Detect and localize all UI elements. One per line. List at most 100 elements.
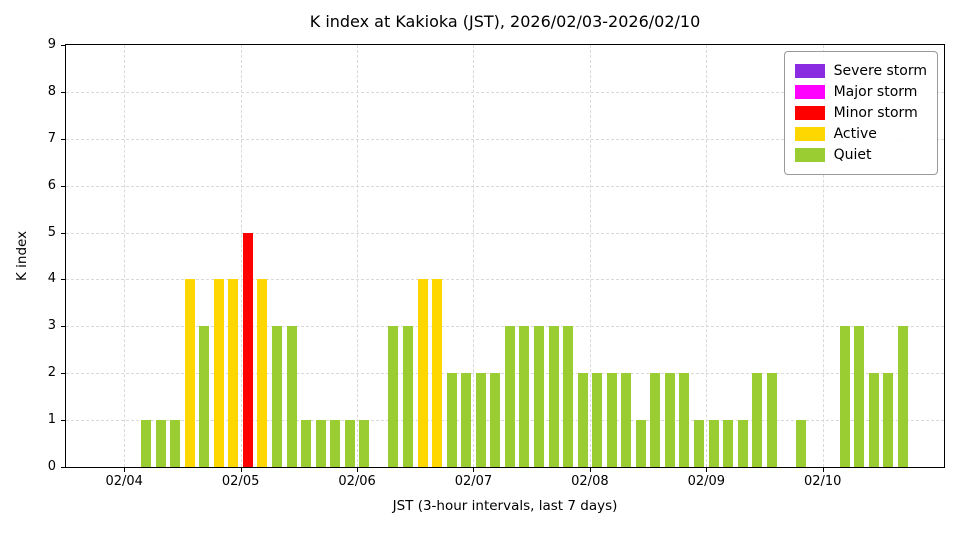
x-tick-label: 02/04 [105, 474, 143, 489]
k-index-bar [897, 326, 908, 467]
k-index-bar [868, 373, 879, 467]
h-gridline [66, 91, 944, 93]
plot-area: Severe storm Major storm Minor storm Active… [65, 44, 945, 468]
k-index-bar [490, 373, 501, 467]
x-tick-mark [357, 468, 359, 472]
y-tick-mark [61, 467, 65, 468]
y-tick-mark [61, 279, 65, 281]
k-index-bar [708, 420, 719, 467]
x-tick-label: 02/08 [571, 474, 609, 489]
k-index-bar [795, 420, 806, 467]
k-index-bar [286, 326, 297, 467]
x-axis-label: JST (3-hour intervals, last 7 days) [392, 498, 618, 514]
k-index-bar [650, 373, 661, 467]
v-gridline [473, 45, 475, 467]
legend-swatch-icon [794, 148, 825, 162]
y-tick-label: 5 [47, 224, 56, 240]
y-tick-label: 0 [47, 459, 56, 474]
k-index-bar [839, 326, 850, 467]
k-index-bar [257, 279, 268, 467]
legend-swatch-icon [794, 127, 825, 141]
legend-swatch-icon [794, 64, 825, 78]
k-index-bar [519, 326, 530, 467]
k-index-bar [548, 326, 559, 467]
k-index-bar [766, 373, 777, 467]
y-tick-mark [61, 45, 65, 46]
legend-items: Severe storm Major storm Minor storm Active… [794, 63, 927, 163]
k-index-bar [694, 420, 705, 467]
legend-label: Active [833, 126, 877, 142]
y-tick-mark [61, 138, 65, 140]
h-gridline [66, 185, 944, 187]
y-tick-mark [61, 373, 65, 375]
y-tick-mark [61, 91, 65, 93]
k-index-bar [170, 420, 181, 467]
y-tick-mark [61, 326, 65, 328]
legend-swatch-icon [794, 106, 825, 120]
legend-item: Major storm [794, 84, 927, 100]
k-index-bar [417, 279, 428, 467]
x-tick-label: 02/07 [454, 474, 493, 489]
k-index-bar [388, 326, 399, 467]
legend-label: Severe storm [833, 63, 927, 79]
k-index-bar [635, 420, 646, 467]
k-index-bar [344, 420, 355, 467]
k-index-bar [563, 326, 574, 467]
k-index-bar [461, 373, 472, 467]
x-tick-label: 02/06 [338, 474, 376, 489]
x-tick-mark [589, 468, 591, 472]
k-index-bar [592, 373, 603, 467]
x-tick-label: 02/09 [687, 474, 726, 489]
k-index-bar [854, 326, 865, 467]
k-index-bar [664, 373, 675, 467]
y-tick-label: 6 [47, 177, 56, 193]
y-tick-mark [61, 185, 65, 187]
k-index-bar [184, 279, 195, 467]
legend-label: Quiet [833, 147, 872, 163]
y-tick-label: 4 [47, 271, 56, 287]
h-gridline [66, 279, 944, 281]
legend-item: Quiet [794, 147, 927, 163]
k-index-bar [723, 420, 734, 467]
k-index-bar [330, 420, 341, 467]
y-tick-label: 8 [47, 83, 56, 99]
legend-swatch-icon [794, 85, 825, 99]
y-tick-mark [61, 420, 65, 422]
k-index-bar [752, 373, 763, 467]
legend: Severe storm Major storm Minor storm Active… [783, 51, 938, 175]
x-tick-mark [124, 468, 126, 472]
k-index-bar [606, 373, 617, 467]
y-tick-label: 7 [47, 130, 56, 146]
k-index-bar [199, 326, 210, 467]
x-tick-mark [240, 468, 242, 472]
y-tick-label: 1 [47, 412, 56, 428]
x-tick-label: 02/05 [221, 474, 260, 489]
k-index-bar [359, 420, 370, 467]
h-gridline [66, 138, 944, 140]
k-index-bar [504, 326, 515, 467]
v-gridline [124, 45, 126, 467]
legend-label: Major storm [833, 84, 918, 100]
k-index-bar [679, 373, 690, 467]
y-tick-label: 2 [47, 365, 56, 381]
k-index-bar [141, 420, 152, 467]
legend-item: Active [794, 126, 927, 142]
k-index-bar [301, 420, 312, 467]
k-index-bar [475, 373, 486, 467]
k-index-bar [315, 420, 326, 467]
k-index-bar [621, 373, 632, 467]
k-index-bar [577, 373, 588, 467]
legend-item: Severe storm [794, 63, 927, 79]
h-gridline [66, 232, 944, 234]
y-axis-label: K index [14, 230, 30, 282]
x-tick-mark [473, 468, 475, 472]
v-gridline [822, 45, 824, 467]
k-index-bar [446, 373, 457, 467]
k-index-bar [272, 326, 282, 467]
k-index-bar [213, 279, 224, 467]
v-gridline [706, 45, 708, 467]
k-index-bar [228, 279, 239, 467]
k-index-bar [737, 420, 748, 467]
chart-title: K index at Kakioka (JST), 2026/02/03-202… [309, 12, 701, 31]
